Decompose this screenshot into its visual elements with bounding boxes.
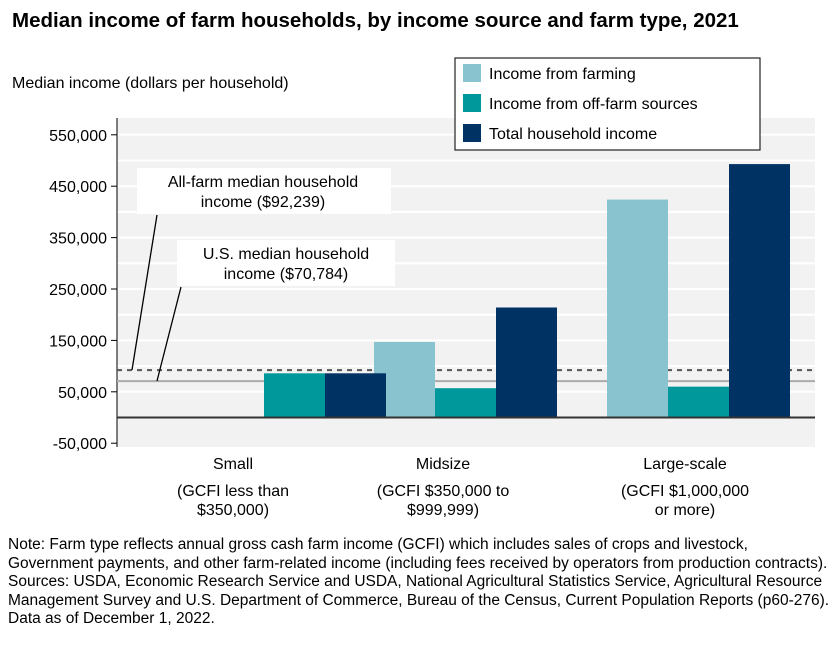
annotation-label: U.S. median household — [203, 246, 369, 263]
bar-1-2 — [668, 386, 729, 418]
x-category-label: Large-scale — [643, 456, 727, 473]
y-axis-label: Median income (dollars per household) — [12, 75, 289, 92]
annotation-box — [177, 240, 395, 286]
legend-label: Total household income — [489, 126, 657, 143]
y-tick-label: 150,000 — [49, 333, 107, 350]
bar-2-0 — [325, 373, 386, 418]
y-tick-label: 550,000 — [49, 128, 107, 145]
legend-swatch — [463, 124, 481, 142]
y-tick-label: 250,000 — [49, 282, 107, 299]
chart-title: Median income of farm households, by inc… — [12, 9, 739, 32]
x-category-label: or more) — [655, 502, 715, 519]
legend-swatch — [463, 64, 481, 82]
chart-svg: -50,000 50,000 150,000 250,000 350,000 450,00… — [49, 57, 815, 519]
legend-box — [454, 57, 761, 151]
chart-notes: Note: Farm type reflects annual gross ca… — [8, 536, 833, 629]
x-category-label: Small — [213, 456, 253, 473]
bar-0-2 — [607, 199, 668, 418]
x-category-label: (GCFI less than — [177, 483, 289, 500]
bar-1-0 — [264, 373, 325, 418]
x-category-label: (GCFI $350,000 to — [377, 483, 510, 500]
legend: Income from farming Income from off-farm … — [454, 57, 761, 151]
bar-2-2 — [729, 164, 790, 418]
legend-swatch — [463, 94, 481, 112]
annotation-label: All-farm median household — [168, 174, 358, 191]
legend-label: Income from off-farm sources — [489, 96, 698, 113]
annotation-box — [137, 168, 391, 214]
legend-label: Income from farming — [489, 66, 636, 83]
annotation-label: income ($92,239) — [201, 194, 326, 211]
note-text: Note: Farm type reflects annual gross ca… — [8, 536, 828, 572]
x-category-label: (GCFI $1,000,000 — [621, 483, 749, 500]
y-tick-label: 450,000 — [49, 179, 107, 196]
y-tick-label: -50,000 — [53, 436, 107, 453]
bar-2-1 — [496, 307, 557, 418]
annotation-leader — [156, 286, 182, 382]
x-category-label: $350,000) — [197, 502, 269, 519]
bar-1-1 — [435, 388, 496, 418]
annotation-label: income ($70,784) — [224, 266, 349, 283]
x-category-label: Midsize — [416, 456, 470, 473]
annotation-leader — [131, 214, 158, 371]
x-category-label: $999,999) — [407, 502, 479, 519]
y-tick-label: 350,000 — [49, 231, 107, 248]
sources-text: Sources: USDA, Economic Research Service… — [8, 573, 830, 627]
y-tick-label: 50,000 — [58, 385, 107, 402]
